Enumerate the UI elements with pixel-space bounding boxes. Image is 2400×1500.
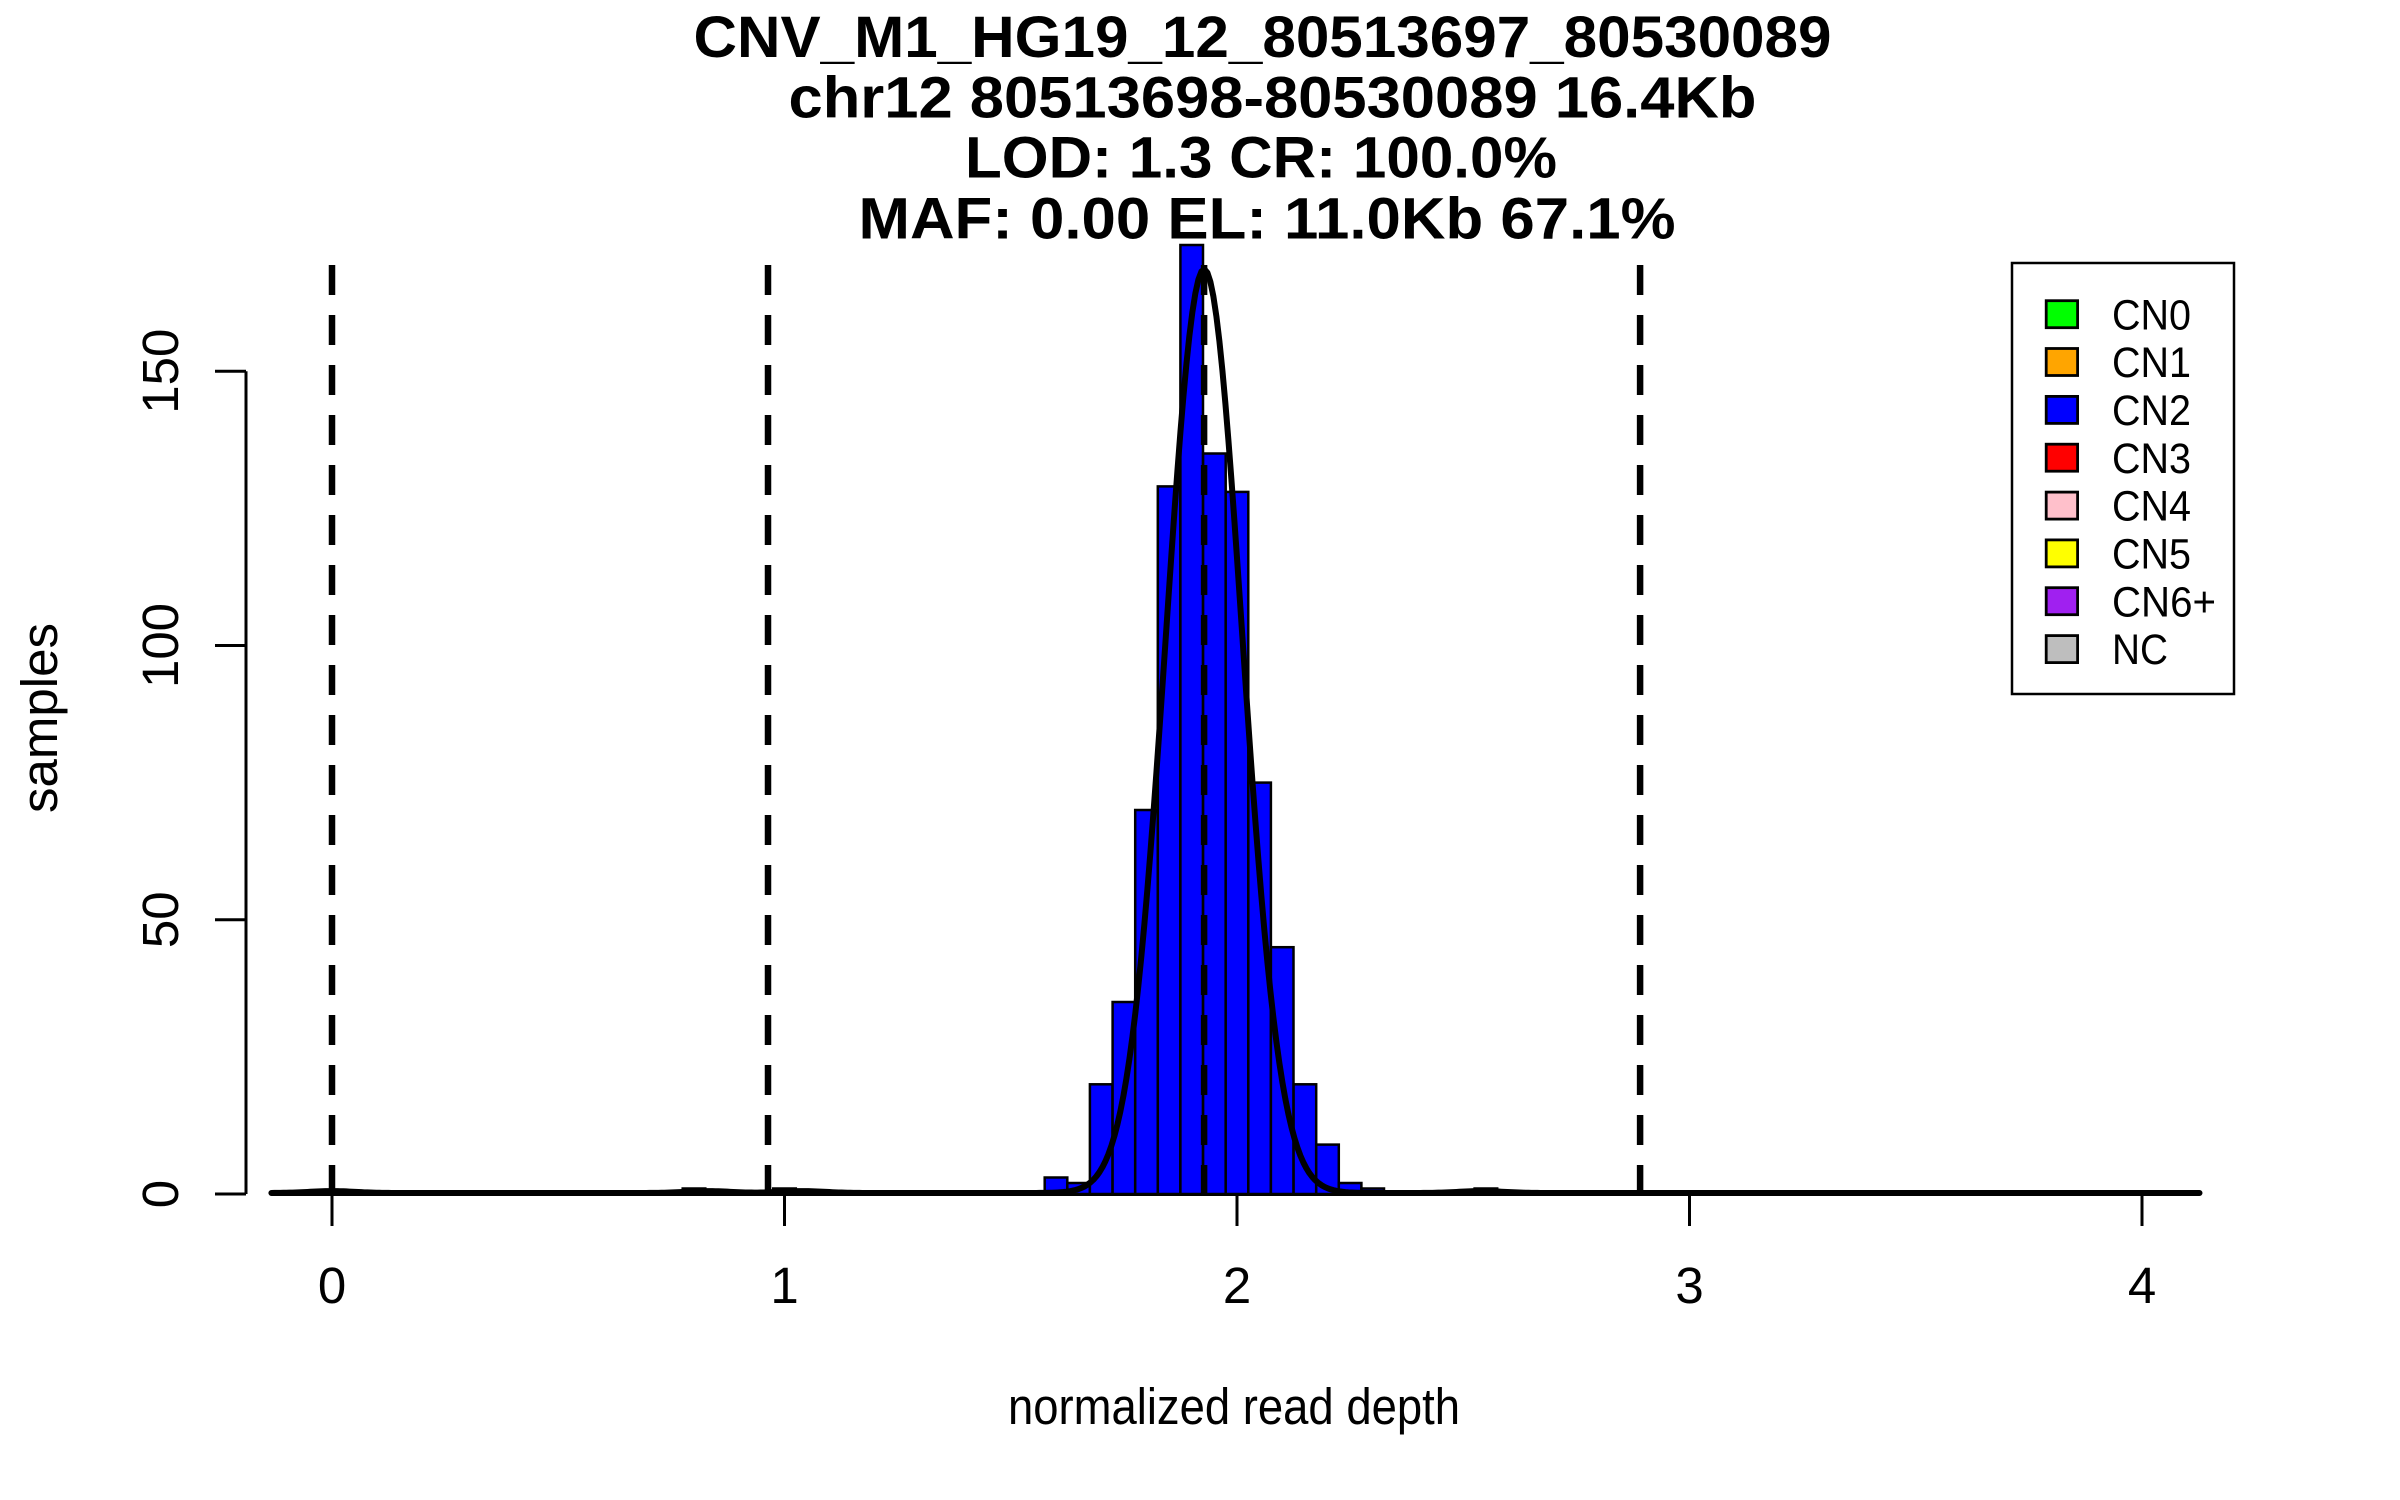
y-axis-tick-label: 50 xyxy=(132,891,189,948)
title-line-1: CNV_M1_HG19_12_80513697_80530089 xyxy=(694,5,1832,70)
legend-label-cn0: CN0 xyxy=(2112,291,2191,339)
legend-swatch-cn3 xyxy=(2044,442,2079,473)
y-axis-tick-label: 150 xyxy=(132,329,189,414)
x-axis-tick-label: 0 xyxy=(318,1257,346,1314)
y-axis-tick-label: 0 xyxy=(132,1180,189,1208)
title-line-4: MAF: 0.00 EL: 11.0Kb 67.1% xyxy=(859,187,1676,252)
legend-label-nc: NC xyxy=(2112,626,2168,674)
legend-swatch-cn2 xyxy=(2044,394,2079,425)
legend-label-cn3: CN3 xyxy=(2112,435,2191,483)
legend-box xyxy=(2010,261,2236,696)
y-axis-label: samples xyxy=(11,623,68,813)
x-axis-label: normalized read depth xyxy=(1008,1378,1460,1435)
title-line-3: LOD: 1.3 CR: 100.0% xyxy=(965,126,1557,191)
legend-swatch-cn6+ xyxy=(2044,586,2079,617)
legend-label-cn2: CN2 xyxy=(2112,387,2191,435)
y-axis-tick-label: 100 xyxy=(132,603,189,688)
x-axis-tick-label: 3 xyxy=(1675,1257,1703,1314)
x-axis-tick-label: 4 xyxy=(2128,1257,2156,1314)
legend-swatch-cn5 xyxy=(2044,538,2079,569)
copy-number-dashed-lines xyxy=(328,265,1644,1194)
legend-swatch-cn4 xyxy=(2044,490,2079,521)
legend-label-cn4: CN4 xyxy=(2112,483,2191,531)
x-axis-tick-label: 2 xyxy=(1223,1257,1251,1314)
title-line-2: chr12 80513698-80530089 16.4Kb xyxy=(789,66,1757,131)
legend-swatch-cn1 xyxy=(2044,347,2079,377)
chart-title: CNV_M1_HG19_12_80513697_80530089 chr12 8… xyxy=(694,5,1832,252)
legend-swatch-cn0 xyxy=(2044,299,2079,330)
legend-swatch-nc xyxy=(2044,634,2079,664)
axes: 0 1 2 3 4 0 50 100 150 xyxy=(132,329,2200,1314)
legend-label-cn5: CN5 xyxy=(2112,531,2191,579)
x-axis-tick-label: 1 xyxy=(770,1257,798,1314)
legend-label-cn1: CN1 xyxy=(2112,339,2191,387)
legend-label-cn6+: CN6+ xyxy=(2112,578,2216,626)
